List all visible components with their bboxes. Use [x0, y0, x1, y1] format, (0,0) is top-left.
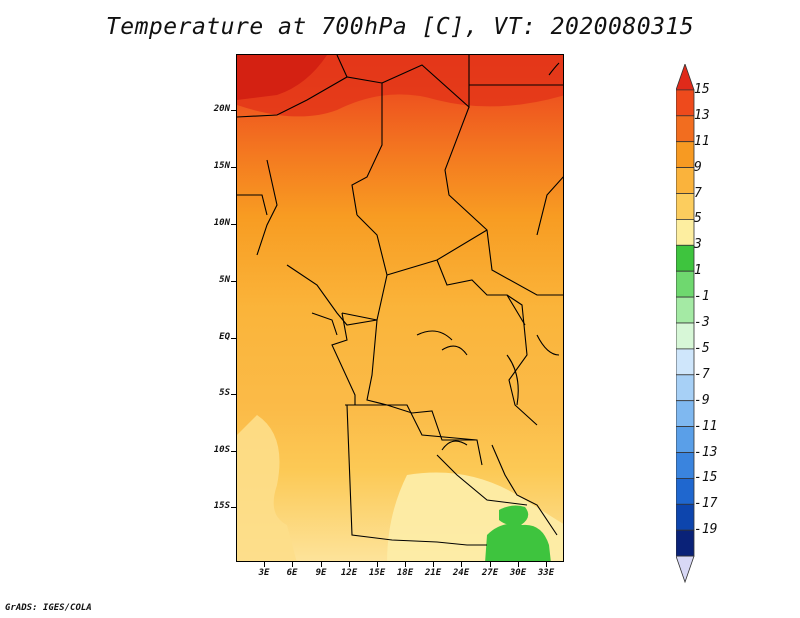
colorbar-label: -15: [694, 470, 718, 486]
longitude-tick-mark: [377, 562, 378, 567]
latitude-tick-label: 15S: [213, 501, 230, 511]
colorbar-bottom-triangle: [676, 555, 695, 584]
map-title: Temperature at 700hPa [C], VT: 202008031…: [105, 14, 695, 40]
colorbar-label: 1: [694, 263, 702, 279]
longitude-tick-label: 30E: [509, 568, 527, 578]
longitude-tick-mark: [321, 562, 322, 567]
longitude-tick-label: 6E: [286, 568, 298, 578]
latitude-tick-mark: [231, 224, 236, 225]
latitude-tick-label: EQ: [219, 332, 230, 342]
latitude-tick-label: 5S: [219, 388, 230, 398]
colorbar-top-triangle: [676, 64, 695, 91]
colorbar-cell: [676, 452, 695, 479]
latitude-tick-mark: [231, 394, 236, 395]
latitude-tick-label: 20N: [213, 104, 230, 114]
latitude-tick-label: 10S: [213, 445, 230, 455]
latitude-tick-mark: [231, 451, 236, 452]
colorbar-cell: [676, 503, 695, 531]
colorbar-cell: [676, 89, 695, 117]
colorbar-cell: [676, 270, 695, 298]
colorbar-label: 13: [694, 107, 710, 123]
latitude-tick-mark: [231, 338, 236, 339]
colorbar-label: 3: [694, 237, 702, 253]
longitude-tick-label: 21E: [424, 568, 442, 578]
longitude-tick-label: 3E: [258, 568, 270, 578]
longitude-tick-label: 12E: [340, 568, 358, 578]
colorbar-cell: [676, 400, 695, 428]
colorbar-label: -19: [694, 522, 718, 538]
colorbar-label: -9: [694, 392, 710, 408]
latitude-tick-label: 15N: [213, 161, 230, 171]
hot-region-north: [237, 55, 563, 117]
colorbar-cell: [676, 167, 695, 194]
latitude-tick-mark: [231, 281, 236, 282]
longitude-tick-mark: [433, 562, 434, 567]
colorbar-label: -17: [694, 496, 718, 512]
longitude-tick-label: 15E: [368, 568, 386, 578]
colorbar-cell: [676, 218, 695, 246]
colorbar-cell: [676, 426, 695, 453]
colorbar-label: 5: [694, 211, 702, 227]
colorbar-label: -11: [694, 418, 718, 434]
colorbar-label: -1: [694, 289, 710, 305]
colorbar-cell: [676, 115, 695, 143]
cool-region-southwest: [237, 415, 297, 561]
colorbar-label: -3: [694, 315, 710, 330]
map-canvas: [237, 55, 563, 561]
latitude-tick-label: 5N: [219, 275, 230, 285]
longitude-tick-label: 24E: [452, 568, 470, 578]
longitude-tick-mark: [518, 562, 519, 567]
colorbar-label: 9: [694, 159, 702, 175]
colorbar-label: -13: [694, 444, 718, 460]
longitude-tick-label: 9E: [315, 568, 327, 578]
credit-text: GrADS: IGES/COLA: [5, 603, 92, 613]
colorbar-cell: [676, 244, 695, 272]
longitude-tick-mark: [546, 562, 547, 567]
longitude-tick-mark: [405, 562, 406, 567]
colorbar-cell: [676, 374, 695, 402]
longitude-tick-mark: [264, 562, 265, 567]
colorbar-cell: [676, 348, 695, 376]
longitude-tick-mark: [292, 562, 293, 567]
latitude-tick-mark: [231, 110, 236, 111]
temperature-map: [236, 54, 564, 562]
hot-region-northwest: [237, 55, 327, 100]
colorbar-cell: [676, 529, 695, 557]
colorbar-cell: [676, 141, 695, 168]
latitude-tick-label: 10N: [213, 218, 230, 228]
longitude-tick-label: 18E: [396, 568, 414, 578]
colorbar-label: -7: [694, 366, 710, 382]
colorbar-cell: [676, 296, 695, 324]
latitude-tick-mark: [231, 167, 236, 168]
colorbar-label: 15: [694, 81, 710, 97]
longitude-tick-mark: [461, 562, 462, 567]
colorbar-cell: [676, 322, 695, 350]
green-patch-north: [499, 505, 529, 526]
longitude-tick-mark: [490, 562, 491, 567]
colorbar-label: -5: [694, 340, 710, 356]
longitude-tick-mark: [349, 562, 350, 567]
green-patch-south: [485, 523, 551, 561]
latitude-tick-mark: [231, 507, 236, 508]
colorbar-label: 11: [694, 133, 710, 149]
longitude-tick-label: 27E: [481, 568, 499, 578]
colorbar-label: 7: [694, 185, 702, 201]
colorbar-svg: [676, 64, 695, 584]
colorbar-cell: [676, 193, 695, 220]
country-borders: [237, 55, 563, 546]
longitude-tick-label: 33E: [537, 568, 555, 578]
colorbar-cell: [676, 477, 695, 505]
